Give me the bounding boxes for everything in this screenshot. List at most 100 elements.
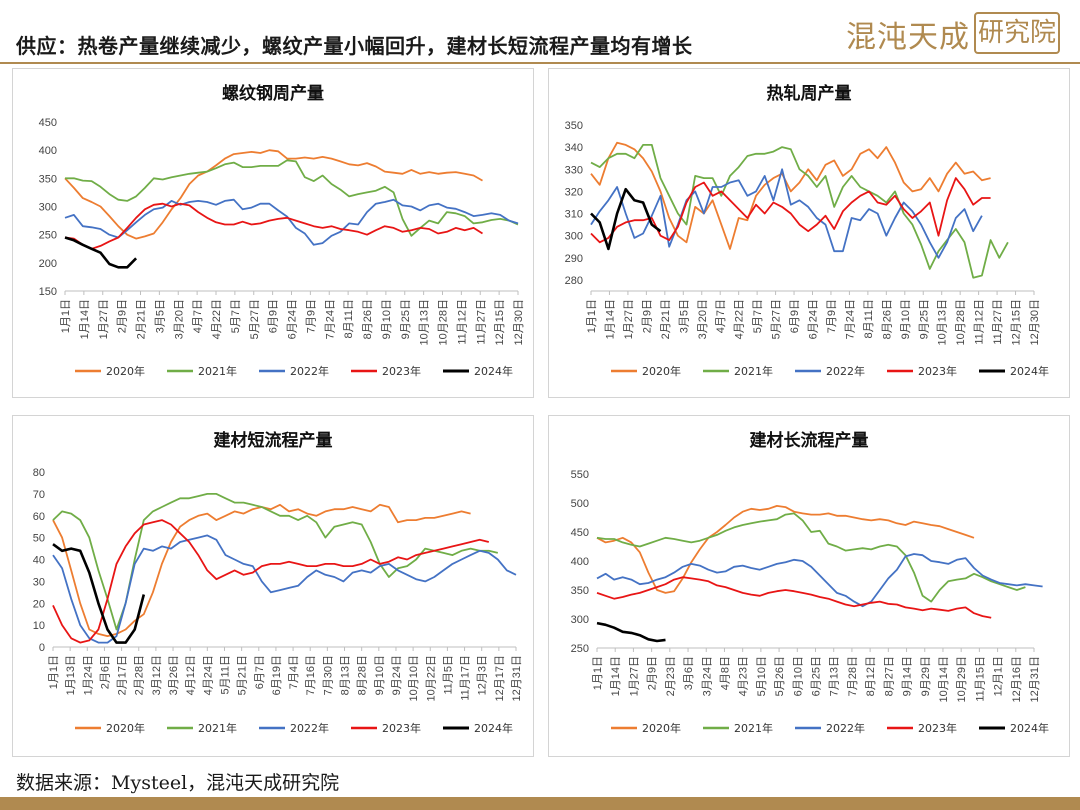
x-tick-label: 7月13日	[829, 656, 841, 696]
x-tick-label: 9月29日	[920, 656, 932, 696]
x-tick-label: 5月7日	[752, 299, 764, 333]
y-tick-label: 300	[571, 614, 589, 626]
x-tick-label: 8月11日	[343, 299, 355, 339]
y-tick-label: 450	[39, 117, 57, 129]
series-line-2022	[52, 534, 517, 644]
series-line-2024	[590, 187, 662, 251]
x-tick-label: 2月17日	[117, 655, 129, 695]
x-tick-label: 8月28日	[357, 655, 369, 695]
x-tick-label: 11月27日	[992, 299, 1004, 345]
x-tick-label: 6月7日	[254, 655, 266, 689]
x-tick-label: 1月1日	[592, 656, 604, 690]
y-tick-label: 50	[33, 533, 45, 545]
legend-label: 2022年	[290, 364, 329, 378]
legend-label: 2024年	[474, 721, 513, 735]
x-tick-label: 12月15日	[494, 299, 506, 345]
x-tick-label: 10月22日	[425, 655, 437, 701]
legend-label: 2021年	[198, 364, 237, 378]
legend-label: 2021年	[734, 721, 773, 735]
x-tick-label: 7月30日	[322, 655, 334, 695]
x-tick-label: 6月9日	[268, 299, 280, 333]
legend-label: 2024年	[1010, 721, 1049, 735]
series-line-2022	[596, 553, 1043, 608]
x-tick-label: 2月9日	[647, 656, 659, 690]
x-tick-label: 11月5日	[442, 655, 454, 695]
chart-panel-rebar: 螺纹钢周产量 150 200 250 300 350 400 450 1月1日 1月14日 1月27…	[12, 68, 534, 398]
series-line-2024	[596, 621, 666, 643]
y-tick-label: 450	[571, 527, 589, 539]
y-tick-label: 250	[39, 230, 57, 242]
legend-label: 2022年	[826, 364, 865, 378]
x-tick-label: 1月14日	[610, 656, 622, 696]
x-tick-label: 10月29日	[956, 656, 968, 702]
x-tick-label: 12月30日	[513, 299, 525, 345]
legend-label: 2020年	[642, 721, 681, 735]
series-line-2023	[64, 202, 483, 250]
x-tick-label: 5月7日	[230, 299, 242, 333]
x-tick-label: 7月9日	[826, 299, 838, 333]
series-line-2024	[52, 543, 146, 644]
x-tick-label: 6月24日	[287, 299, 299, 339]
y-tick-label: 320	[565, 186, 583, 198]
x-tick-label: 7月4日	[288, 655, 300, 689]
y-tick-label: 340	[565, 142, 583, 154]
header-divider	[0, 62, 1080, 64]
x-tick-label: 3月20日	[173, 299, 185, 339]
x-tick-label: 5月27日	[249, 299, 261, 339]
y-tick-label: 350	[565, 120, 583, 132]
x-tick-label: 2月21日	[136, 299, 148, 339]
brand-logo: 混沌天成 研究院	[846, 12, 1060, 55]
x-tick-label: 3月24日	[701, 656, 713, 696]
series-line-2020	[64, 149, 483, 240]
x-tick-label: 9月10日	[900, 299, 912, 339]
x-tick-label: 2月21日	[660, 299, 672, 339]
x-tick-label: 1月1日	[586, 299, 598, 333]
x-tick-label: 5月27日	[771, 299, 783, 339]
x-tick-label: 2月28日	[134, 655, 146, 695]
chart-rebar: 螺纹钢周产量 150 200 250 300 350 400 450 1月1日 1月14日 1月27…	[39, 83, 525, 378]
y-tick-label: 150	[39, 286, 57, 298]
x-tick-label: 12月16日	[1011, 656, 1023, 702]
x-tick-label: 12月17日	[494, 655, 506, 701]
y-tick-label: 200	[39, 258, 57, 270]
x-tick-label: 8月26日	[362, 299, 374, 339]
x-tick-label: 9月24日	[391, 655, 403, 695]
y-tick-label: 0	[39, 642, 45, 654]
x-tick-label: 11月17日	[460, 655, 472, 701]
series-line-2021	[596, 512, 1026, 603]
y-tick-label: 350	[571, 585, 589, 597]
footer-bar	[0, 797, 1080, 810]
chart-panel-hotroll: 热轧周产量 280 290 300 310 320 330 340 350 1月1日 1月14日 1月…	[548, 68, 1070, 398]
x-tick-label: 5月26日	[774, 656, 786, 696]
x-tick-label: 12月31日	[511, 655, 523, 701]
x-tick-label: 4月7日	[192, 299, 204, 333]
x-tick-label: 8月11日	[863, 299, 875, 339]
x-tick-label: 8月12日	[865, 656, 877, 696]
x-tick-label: 6月9日	[789, 299, 801, 333]
x-tick-label: 5月11日	[219, 655, 231, 695]
legend-label: 2020年	[642, 364, 681, 378]
x-tick-label: 7月16日	[305, 655, 317, 695]
x-tick-label: 3月12日	[151, 655, 163, 695]
x-tick-label: 10月28日	[438, 299, 450, 345]
y-tick-label: 30	[33, 576, 45, 588]
legend-label: 2023年	[382, 364, 421, 378]
x-tick-label: 8月27日	[883, 656, 895, 696]
x-tick-label: 2月23日	[665, 656, 677, 696]
legend-label: 2020年	[106, 721, 145, 735]
series-line-2022	[590, 168, 983, 259]
x-tick-label: 7月28日	[847, 656, 859, 696]
y-tick-label: 310	[565, 209, 583, 221]
x-tick-label: 2月9日	[117, 299, 129, 333]
y-tick-label: 500	[571, 498, 589, 510]
logo-boxed-text: 研究院	[974, 12, 1060, 54]
x-tick-label: 12月31日	[1029, 656, 1041, 702]
series-line-2021	[590, 144, 1009, 279]
x-tick-label: 2月6日	[99, 655, 111, 689]
y-tick-label: 550	[571, 469, 589, 481]
series-line-2023	[596, 576, 992, 619]
legend-label: 2021年	[198, 721, 237, 735]
x-tick-label: 4月24日	[202, 655, 214, 695]
x-tick-label: 9月10日	[381, 299, 393, 339]
y-tick-label: 280	[565, 275, 583, 287]
